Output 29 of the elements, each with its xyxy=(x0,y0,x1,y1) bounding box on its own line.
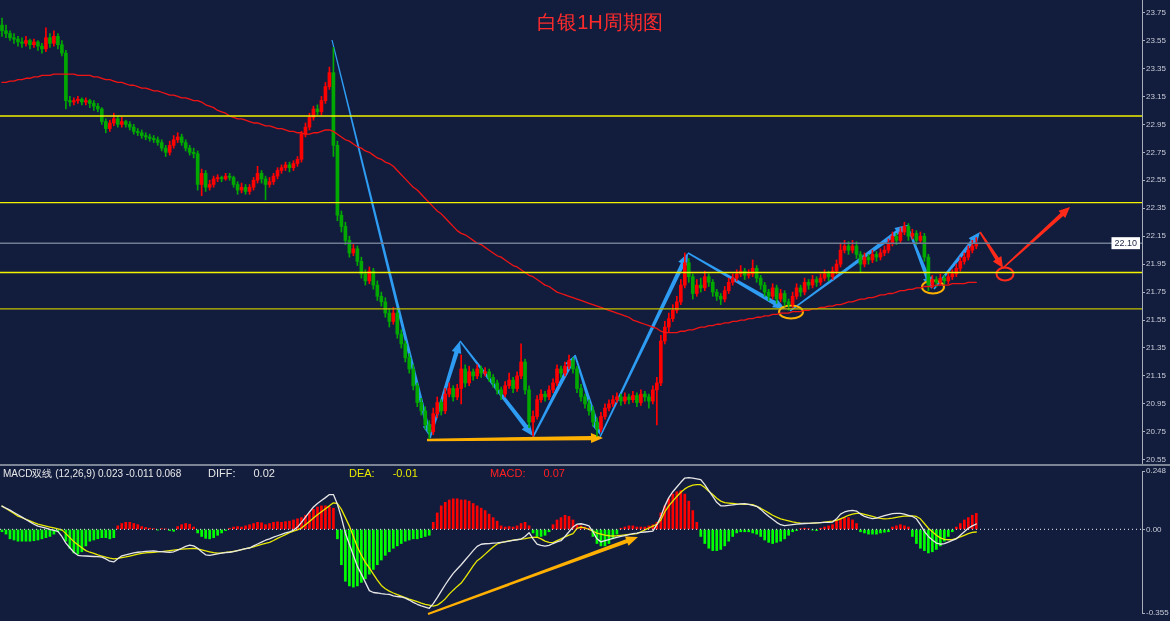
y-tick-label: 23.35 xyxy=(1146,63,1167,73)
annotation: 0.02 xyxy=(253,467,275,479)
y-tick-label: 20.55 xyxy=(1146,455,1167,465)
y-tick-label: 23.15 xyxy=(1146,91,1167,101)
y-tick-label: 21.15 xyxy=(1146,371,1167,381)
y-tick-label: 21.75 xyxy=(1146,287,1167,297)
y-tick-label: 21.55 xyxy=(1146,315,1167,325)
y-tick-label: 20.95 xyxy=(1146,399,1167,409)
y-tick-label: 21.35 xyxy=(1146,343,1167,353)
y-tick-label: 0.00 xyxy=(1146,524,1163,534)
text: MACD: xyxy=(490,467,526,479)
y-tick-label: 22.75 xyxy=(1146,147,1167,157)
text: DEA: xyxy=(349,467,375,479)
y-tick-label: 22.95 xyxy=(1146,119,1167,129)
text: 白银1H周期图 xyxy=(536,10,664,35)
y-tick-label: -0.355 xyxy=(1146,608,1170,618)
y-tick-label: 0.248 xyxy=(1146,466,1167,476)
ref-line-label: 22.10 xyxy=(1114,238,1138,249)
y-tick-label: 23.55 xyxy=(1146,35,1167,45)
y-tick-label: 23.75 xyxy=(1146,7,1167,17)
y-tick-label: 21.95 xyxy=(1146,259,1167,269)
y-tick-label: 22.15 xyxy=(1146,231,1167,241)
annotation: -0.01 xyxy=(392,467,418,479)
annotation: 0.07 xyxy=(543,467,565,479)
annotation: MACD双线 (12,26,9) 0.023 -0.011 0.068 xyxy=(3,468,182,480)
y-tick-label: 22.55 xyxy=(1146,175,1167,185)
y-tick-label: 22.35 xyxy=(1146,203,1167,213)
y-tick-label: 20.75 xyxy=(1146,427,1167,437)
text: DIFF: xyxy=(208,467,236,479)
